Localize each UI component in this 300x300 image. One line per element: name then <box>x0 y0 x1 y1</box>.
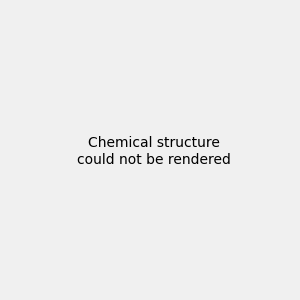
Text: Chemical structure
could not be rendered: Chemical structure could not be rendered <box>77 136 231 166</box>
